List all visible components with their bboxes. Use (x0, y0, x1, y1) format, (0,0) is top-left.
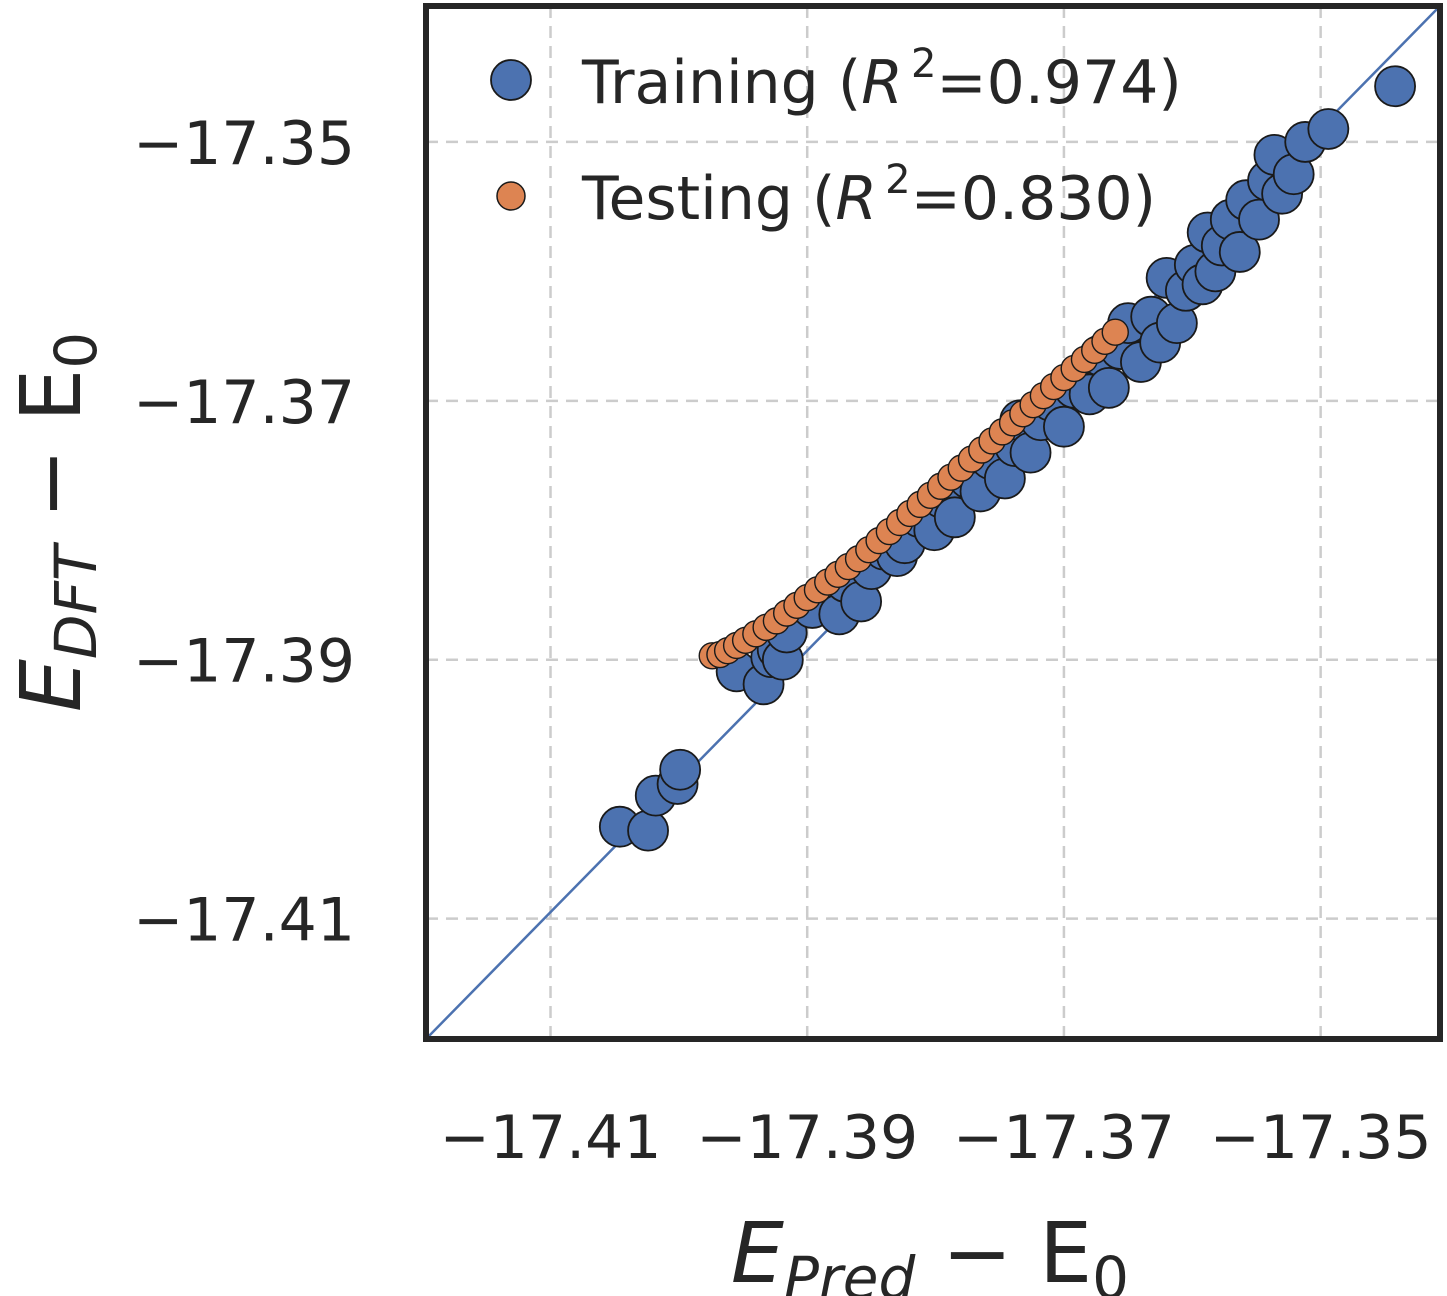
legend-training-label: Training (R 2=0.974) (581, 41, 1182, 118)
legend-testing-label: Testing (R 2=0.830) (581, 157, 1156, 234)
legend: Training (R 2=0.974) Testing (R 2=0.830) (490, 41, 1182, 234)
training-point (1043, 405, 1085, 448)
legend-training-marker (490, 59, 532, 101)
training-point (933, 496, 976, 539)
plot-frame (423, 3, 1443, 1042)
y-tick-labels: −17.41 −17.39 −17.37 −17.35 (133, 109, 355, 956)
training-points (598, 65, 1416, 852)
training-point (1087, 366, 1130, 409)
x-tick-label: −17.39 (696, 1103, 918, 1173)
training-point (659, 748, 702, 791)
legend-testing-marker (496, 181, 526, 211)
x-tick-label: −17.41 (439, 1103, 661, 1173)
x-tick-label: −17.37 (953, 1103, 1175, 1173)
training-point (627, 809, 669, 852)
testing-point (1101, 318, 1129, 346)
y-tick-label: −17.35 (133, 109, 355, 179)
y-axis-label: EDFT − E0 (2, 332, 110, 712)
x-tick-labels: −17.41 −17.39 −17.37 −17.35 (439, 1103, 1431, 1173)
training-point (1307, 108, 1350, 150)
y-tick-label: −17.41 (133, 886, 355, 956)
y-tick-label: −17.37 (133, 368, 355, 438)
x-tick-label: −17.35 (1210, 1103, 1432, 1173)
x-axis-label: EPred − E0 (731, 1204, 1129, 1296)
testing-points (698, 318, 1129, 670)
training-point (1374, 65, 1416, 108)
training-point (1218, 231, 1261, 273)
y-tick-label: −17.39 (133, 627, 355, 697)
